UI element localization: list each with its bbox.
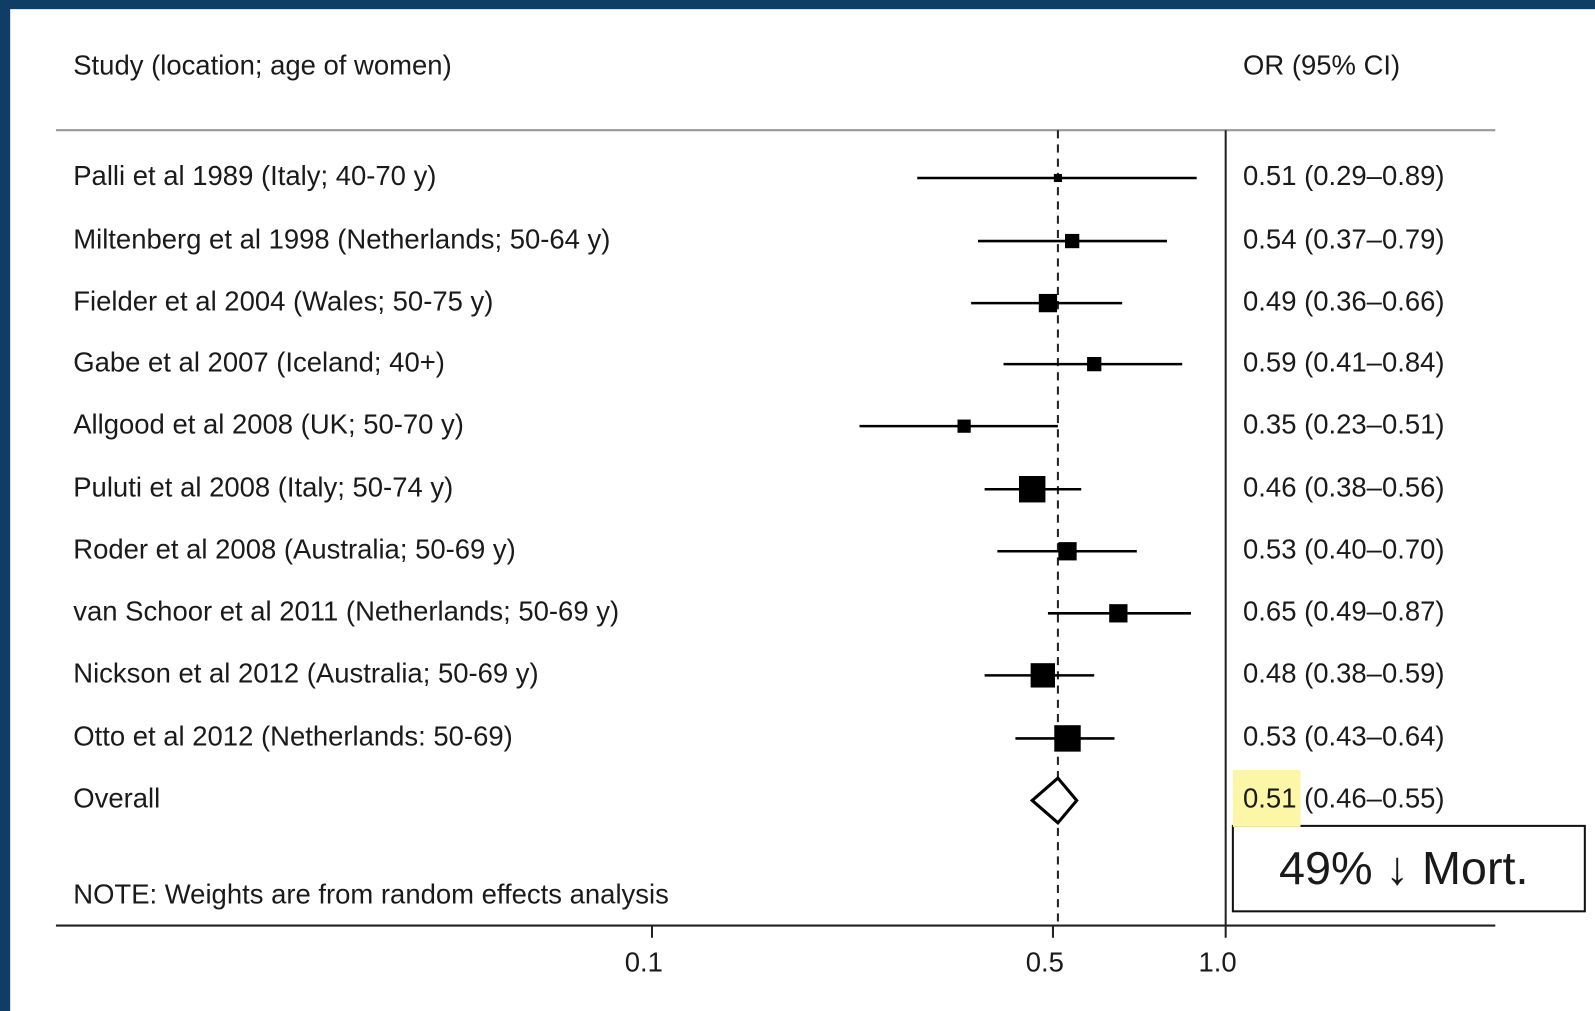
estimate-label: 0.35 (0.23–0.51) (1243, 408, 1444, 439)
study-label: Gabe et al 2007 (Iceland; 40+) (73, 346, 445, 377)
estimate-label: 0.54 (0.37–0.79) (1243, 223, 1444, 254)
x-tick-label: 1.0 (1198, 946, 1236, 977)
study-label: Puluti et al 2008 (Italy; 50-74 y) (73, 471, 453, 502)
estimate-label: 0.53 (0.43–0.64) (1243, 721, 1444, 752)
left-border (0, 0, 11, 1011)
point-estimate (1065, 233, 1080, 249)
study-label: Palli et al 1989 (Italy; 40-70 y) (73, 160, 436, 191)
annotation-box (1231, 824, 1586, 913)
point-estimate (1109, 604, 1128, 623)
point-estimate (1038, 293, 1058, 313)
estimate-label: 0.46 (0.38–0.56) (1243, 471, 1444, 502)
note: NOTE: Weights are from random effects an… (73, 878, 669, 909)
annotation: 49% ↓ Mort. (1279, 842, 1529, 894)
estimate-label: 0.53 (0.40–0.70) (1243, 534, 1444, 565)
column-header: Study (location; age of women) (73, 49, 451, 80)
overall-label: Overall (73, 783, 160, 814)
highlight (1232, 769, 1301, 827)
point-estimate (1053, 173, 1062, 183)
study-label: Otto et al 2012 (Netherlands: 50-69) (73, 721, 513, 752)
top-border (0, 0, 1595, 10)
point-estimate (957, 419, 971, 433)
overall-diamond (1029, 775, 1079, 826)
study-label: Fielder et al 2004 (Wales; 50-75 y) (73, 285, 493, 316)
study-label: Nickson et al 2012 (Australia; 50-69 y) (73, 658, 538, 689)
x-tick-label: 0.1 (625, 946, 663, 977)
estimate-label: 0.59 (0.41–0.84) (1243, 346, 1444, 377)
estimate-label: 0.65 (0.49–0.87) (1243, 596, 1444, 627)
overall-estimate-label: 0.51 (0.46–0.55) (1243, 783, 1444, 814)
x-tick-label: 0.5 (1026, 946, 1064, 977)
point-estimate (1054, 725, 1081, 752)
point-estimate (1030, 663, 1055, 688)
study-label: Roder et al 2008 (Australia; 50-69 y) (73, 534, 516, 565)
study-label: Miltenberg et al 1998 (Netherlands; 50-6… (73, 223, 610, 254)
estimate-label: 0.48 (0.38–0.59) (1243, 658, 1444, 689)
point-estimate (1018, 476, 1046, 503)
study-label: Allgood et al 2008 (UK; 50-70 y) (73, 408, 464, 439)
estimate-label: 0.49 (0.36–0.66) (1243, 285, 1444, 316)
column-header: OR (95% CI) (1243, 49, 1400, 80)
point-estimate (1087, 356, 1102, 372)
estimate-label: 0.51 (0.29–0.89) (1243, 160, 1444, 191)
study-label: van Schoor et al 2011 (Netherlands; 50-6… (73, 596, 619, 627)
point-estimate (1058, 542, 1077, 561)
